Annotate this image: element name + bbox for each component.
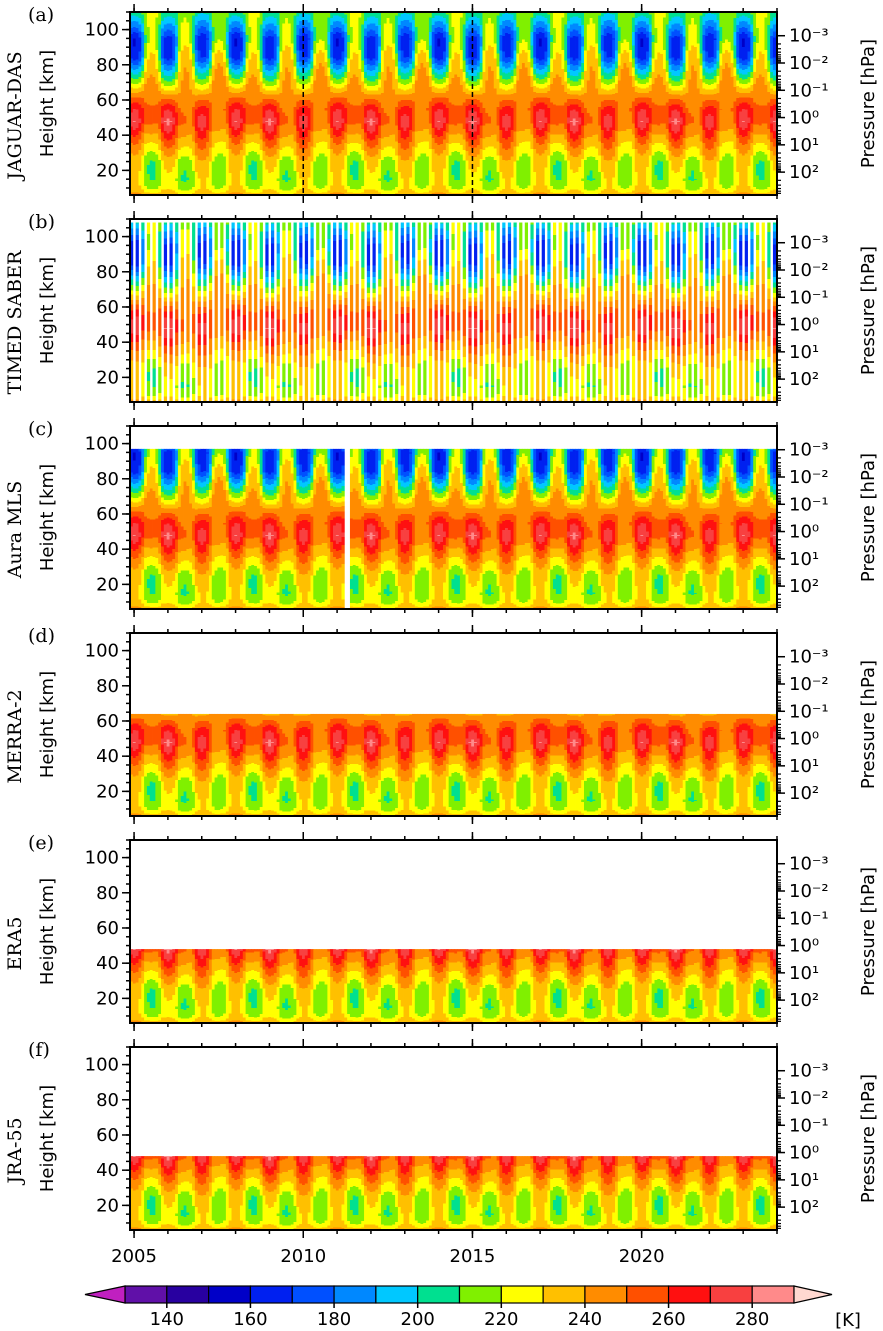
figure: 20406080100 10⁻³10⁻²10⁻¹10⁰10¹10²Height [… — [4, 4, 879, 1331]
